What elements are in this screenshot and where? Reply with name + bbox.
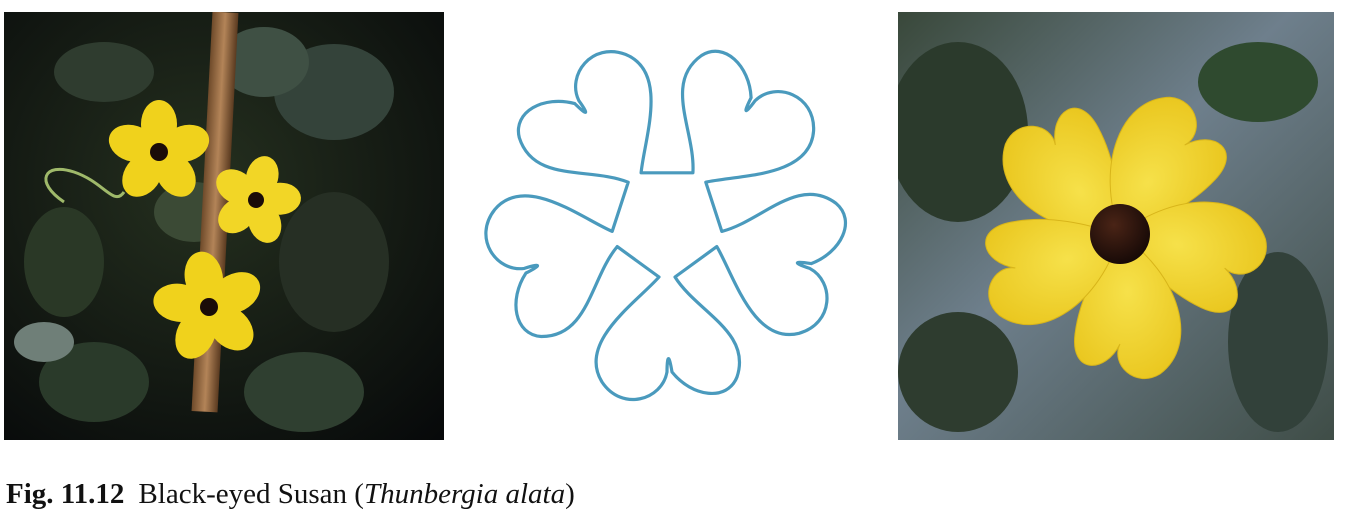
leaf <box>1228 252 1328 432</box>
caption-close-paren: ) <box>565 478 575 510</box>
leaf <box>24 207 104 317</box>
caption-open-paren: ( <box>354 478 364 510</box>
flower-outline-curve <box>484 49 848 401</box>
leaf <box>219 27 309 97</box>
leaf <box>14 322 74 362</box>
leaf <box>244 352 364 432</box>
yellow-flower <box>216 156 301 243</box>
flower-eye <box>1090 204 1150 264</box>
leaf <box>279 192 389 332</box>
photo-vine-flowers <box>4 12 444 440</box>
leaf <box>54 42 154 102</box>
figure-caption: Fig. 11.12 Black-eyed Susan (Thunbergia a… <box>6 480 575 509</box>
yellow-flower <box>108 100 210 197</box>
petal-outline <box>484 49 848 401</box>
photo-single-flower <box>898 12 1334 440</box>
leaf <box>1198 42 1318 122</box>
leaf <box>898 312 1018 432</box>
photo-single-flower-image <box>898 12 1334 440</box>
photo-vine-flowers-image <box>4 12 444 440</box>
caption-common-name: Black-eyed Susan <box>138 478 348 510</box>
flower-outline-diagram <box>470 12 870 440</box>
caption-scientific-name: Thunbergia alata <box>363 478 566 510</box>
leaf <box>898 42 1028 222</box>
figure-label: Fig. 11.12 <box>6 478 125 510</box>
leaf <box>39 342 149 422</box>
tendril <box>44 167 126 204</box>
yellow-flower-closeup <box>985 96 1267 380</box>
yellow-flower <box>153 251 261 359</box>
